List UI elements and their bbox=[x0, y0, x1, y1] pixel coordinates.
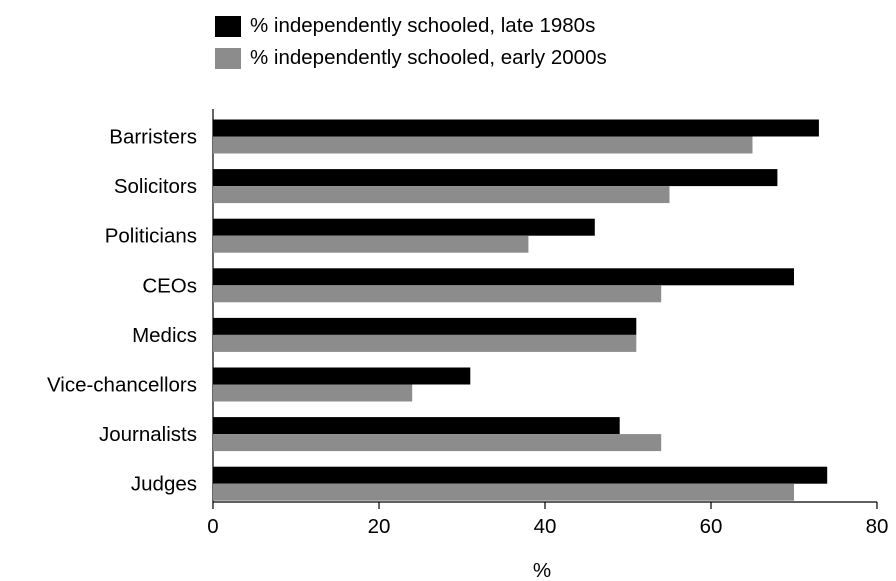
bar-journalists-series-2 bbox=[213, 434, 662, 452]
category-label-vice-chancellors: Vice-chancellors bbox=[47, 374, 197, 397]
x-tick-label-60: 60 bbox=[700, 515, 723, 538]
x-tick-label-40: 40 bbox=[534, 515, 557, 538]
category-label-politicians: Politicians bbox=[105, 225, 197, 248]
category-label-journalists: Journalists bbox=[99, 423, 197, 446]
legend-label-late-1980s: % independently schooled, late 1980s bbox=[250, 13, 596, 37]
legend-swatch-early-2000s bbox=[215, 47, 241, 69]
bar-politicians-series-1 bbox=[213, 218, 595, 236]
bar-judges-series-2 bbox=[213, 483, 794, 501]
x-tick-label-0: 0 bbox=[207, 515, 218, 538]
bar-politicians-series-2 bbox=[213, 235, 529, 253]
legend-item-late-1980s: % independently schooled, late 1980s bbox=[215, 10, 607, 42]
legend-label-early-2000s: % independently schooled, early 2000s bbox=[250, 45, 607, 69]
category-label-barristers: Barristers bbox=[109, 126, 197, 149]
x-tick-label-80: 80 bbox=[866, 515, 889, 538]
x-tick-label-20: 20 bbox=[368, 515, 391, 538]
bar-medics-series-2 bbox=[213, 334, 637, 352]
bar-vice-chancellors-series-1 bbox=[213, 367, 471, 385]
bar-journalists-series-1 bbox=[213, 417, 620, 435]
bar-barristers-series-1 bbox=[213, 119, 819, 137]
bar-vice-chancellors-series-2 bbox=[213, 384, 413, 402]
category-label-judges: Judges bbox=[131, 473, 197, 496]
bar-judges-series-1 bbox=[213, 466, 828, 484]
category-label-solicitors: Solicitors bbox=[114, 175, 197, 198]
legend-item-early-2000s: % independently schooled, early 2000s bbox=[215, 42, 607, 74]
bar-solicitors-series-1 bbox=[213, 169, 778, 187]
chart-legend: % independently schooled, late 1980s % i… bbox=[215, 10, 607, 74]
category-label-medics: Medics bbox=[132, 324, 197, 347]
category-label-ceos: CEOs bbox=[142, 274, 197, 297]
bar-ceos-series-2 bbox=[213, 285, 662, 303]
x-axis-title: % bbox=[533, 559, 551, 581]
bar-barristers-series-2 bbox=[213, 136, 753, 154]
bar-solicitors-series-2 bbox=[213, 186, 670, 204]
bar-ceos-series-1 bbox=[213, 268, 794, 286]
legend-swatch-late-1980s bbox=[215, 15, 241, 37]
bar-medics-series-1 bbox=[213, 317, 637, 335]
